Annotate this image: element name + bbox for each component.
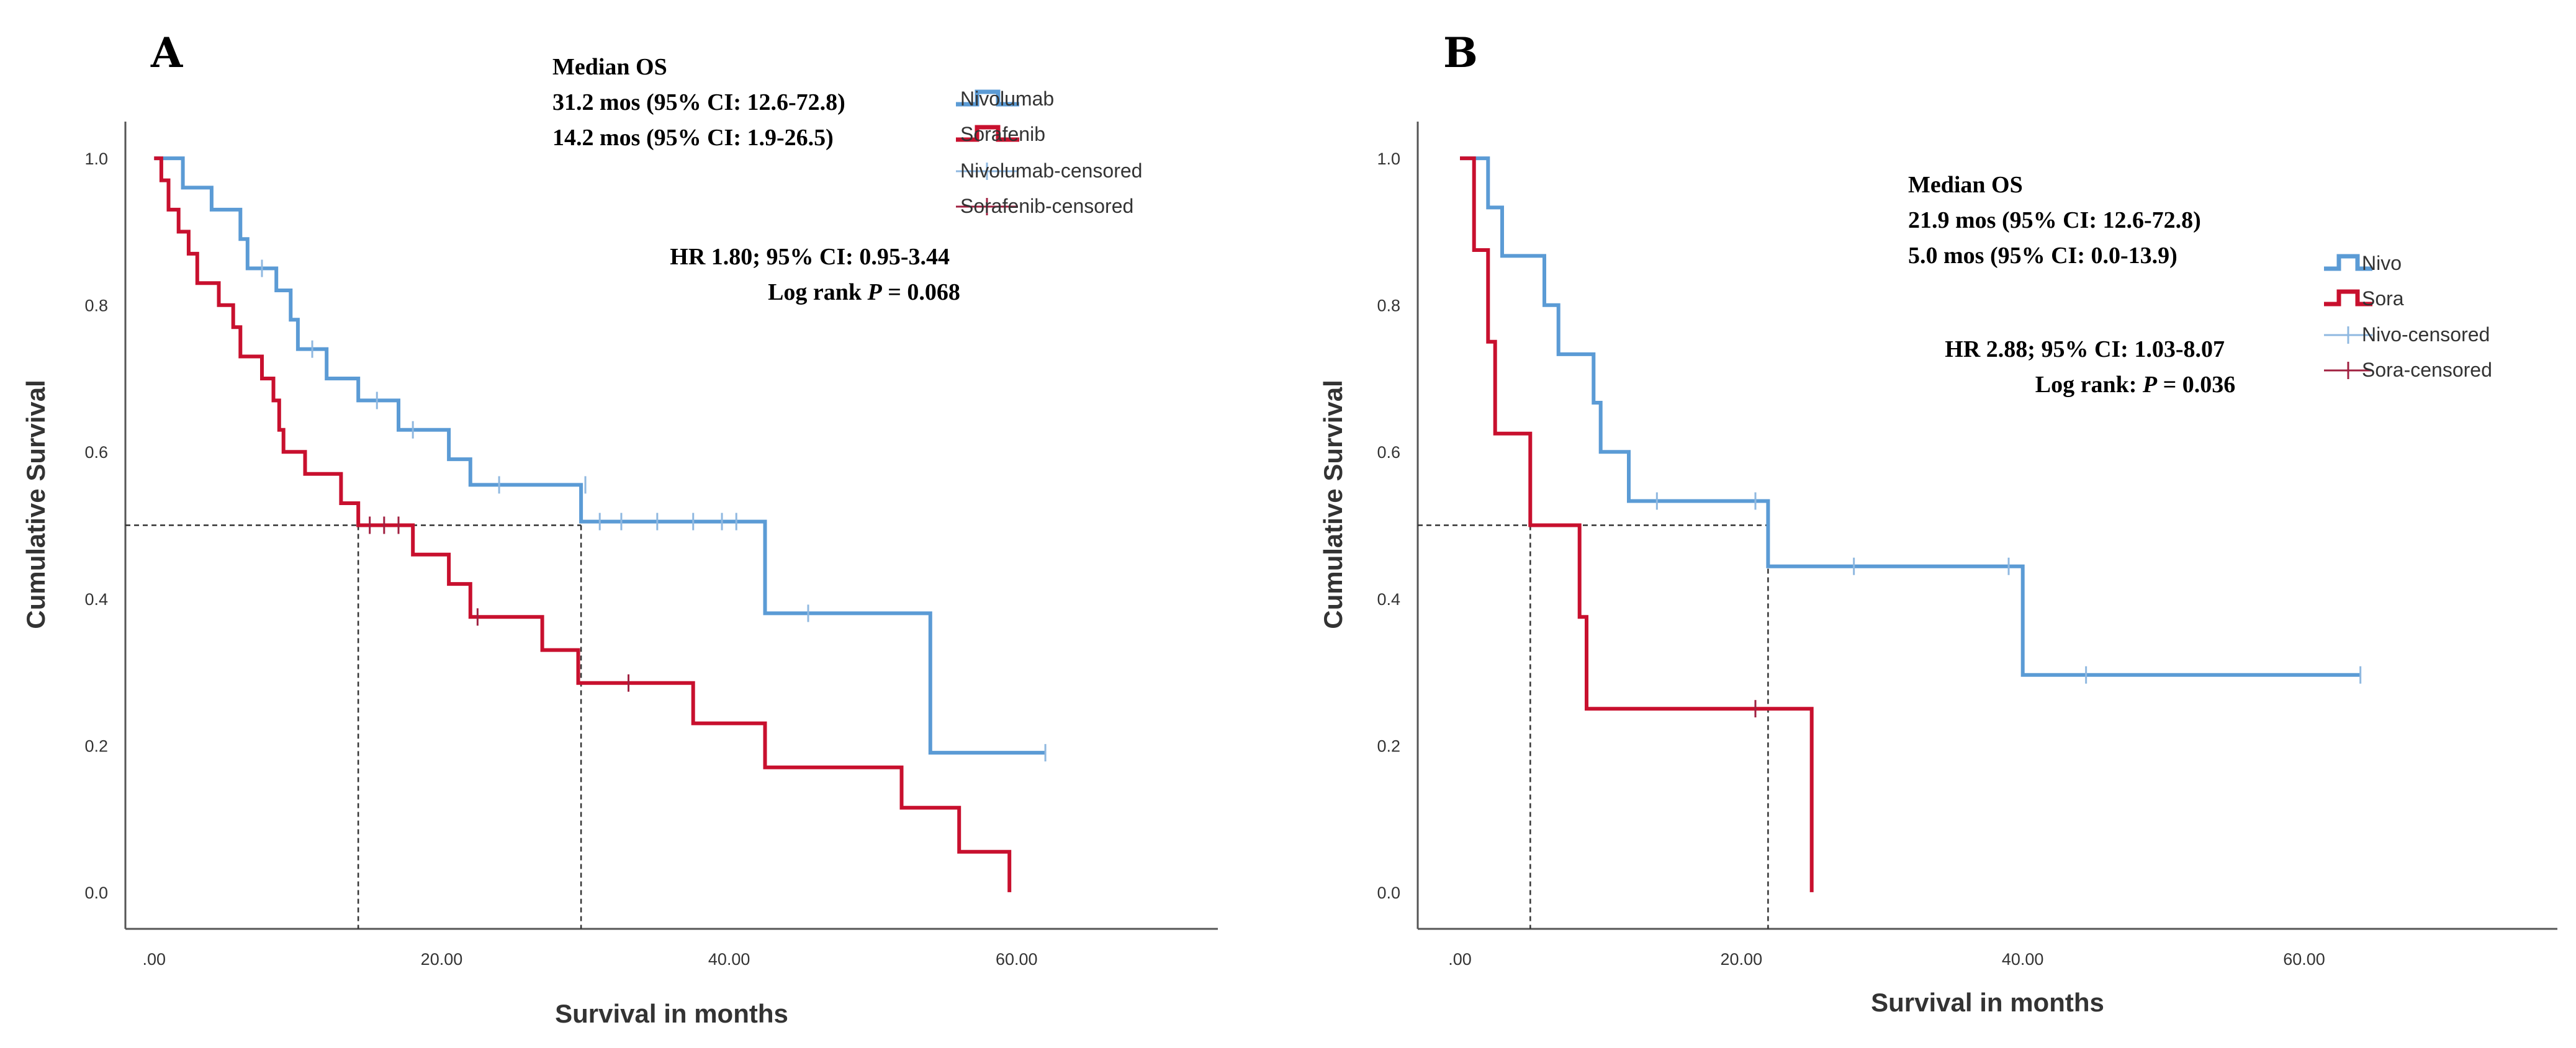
median-os-title-a: Median OS (552, 54, 667, 80)
logrank-text-a: Log rank P = 0.068 (768, 279, 960, 305)
y-tick-label-a: 0.8 (84, 297, 108, 315)
median-os-sora-b: 5.0 mos (95% CI: 0.0-13.9) (1908, 243, 2177, 269)
y-tick-label-a: 0.4 (84, 590, 108, 609)
legend-swatch-nivo (2324, 254, 2372, 271)
y-tick-label-a: 0.0 (84, 884, 108, 902)
x-tick-label-a: 20.00 (421, 950, 463, 969)
km-panel-b: B Median OS 21.9 mos (95% CI: 12.6-72.8)… (1318, 29, 2557, 1017)
legend-label-nivo: Nivo (2362, 252, 2402, 274)
y-tick-label-b: 0.4 (1377, 590, 1400, 609)
y-tick-label-b: 0.0 (1377, 884, 1400, 902)
plot-area-b (1418, 156, 2362, 929)
plot-area-a (125, 156, 1047, 929)
survival-curve-nivolumab-a (154, 156, 1046, 755)
legend-swatch-sorafenib (956, 125, 1019, 142)
hr-text-b: HR 2.88; 95% CI: 1.03-8.07 (1945, 336, 2225, 362)
y-tick-label-b: 0.2 (1377, 737, 1400, 755)
survival-curve-nivo-b (1460, 156, 2361, 677)
x-axis-title-a: Survival in months (555, 999, 788, 1028)
survival-curve-sorafenib-a (154, 156, 1012, 892)
logrank-value-b: = 0.036 (2157, 372, 2235, 398)
y-tick-label-a: 0.6 (84, 443, 108, 462)
y-tick-label-b: 0.6 (1377, 443, 1400, 462)
y-axis-title-a: Cumulative Survival (21, 380, 50, 629)
legend-label-nivolumab: Nivolumab (960, 87, 1054, 110)
logrank-value-a: = 0.068 (882, 279, 960, 305)
median-os-title-b: Median OS (1908, 172, 2023, 198)
axes-a: 0.0 0.2 0.4 0.6 0.8 1.0 .00 20.00 40.00 60.00 (84, 122, 1218, 969)
legend-label-sora-censored: Sora-censored (2362, 359, 2492, 381)
x-axis-title-b: Survival in months (1871, 988, 2104, 1017)
y-tick-label-a: 0.2 (84, 737, 108, 755)
legend-swatch-nivolumab-censored (956, 163, 1018, 180)
y-tick-label-a: 1.0 (84, 150, 108, 168)
logrank-p-a: P (867, 279, 883, 305)
legend-swatch-nivolumab (956, 89, 1019, 107)
logrank-text-b: Log rank: P = 0.036 (2035, 372, 2236, 398)
logrank-prefix-a: Log rank (768, 279, 862, 305)
legend-swatch-sorafenib-censored (956, 198, 1018, 215)
logrank-p-b: P (2142, 372, 2158, 398)
x-tick-label-a: 60.00 (996, 950, 1038, 969)
median-os-sora-a: 14.2 mos (95% CI: 1.9-26.5) (552, 125, 834, 151)
x-tick-label-b: 20.00 (1721, 950, 1763, 969)
x-tick-label-b: 60.00 (2283, 950, 2325, 969)
x-tick-label-a: 40.00 (708, 950, 750, 969)
legend-b: Nivo Sora Nivo-censored Sora-censored (2324, 252, 2492, 381)
panel-label-a: A (150, 29, 183, 77)
legend-label-sorafenib-censored: Sorafenib-censored (960, 195, 1133, 217)
survival-curve-sora-b (1460, 156, 1814, 892)
legend-label-sorafenib: Sorafenib (960, 123, 1045, 145)
legend-swatch-sora-censored (2324, 362, 2372, 379)
legend-swatch-sora (2324, 289, 2372, 307)
median-os-nivo-a: 31.2 mos (95% CI: 12.6-72.8) (552, 89, 845, 115)
panel-label-b: B (1443, 29, 1478, 77)
logrank-prefix-b: Log rank: (2035, 372, 2137, 398)
legend-label-nivo-censored: Nivo-censored (2362, 323, 2490, 346)
y-tick-label-b: 1.0 (1377, 150, 1400, 168)
km-panel-a: A Median OS 31.2 mos (95% CI: 12.6-72.8)… (21, 29, 1218, 1028)
x-tick-label-b: 40.00 (2002, 950, 2044, 969)
x-tick-label-b: .00 (1448, 950, 1472, 969)
y-tick-label-b: 0.8 (1377, 297, 1400, 315)
median-os-nivo-b: 21.9 mos (95% CI: 12.6-72.8) (1908, 207, 2201, 233)
y-axis-title-b: Cumulative Survival (1318, 380, 1348, 629)
hr-text-a: HR 1.80; 95% CI: 0.95-3.44 (670, 244, 950, 270)
legend-swatch-nivo-censored (2324, 326, 2372, 344)
x-tick-label-a: .00 (143, 950, 166, 969)
legend-label-nivolumab-censored: Nivolumab-censored (960, 159, 1142, 182)
legend-label-sora: Sora (2362, 287, 2404, 310)
legend-a: Nivolumab Sorafenib Nivolumab-censored S… (956, 87, 1142, 217)
